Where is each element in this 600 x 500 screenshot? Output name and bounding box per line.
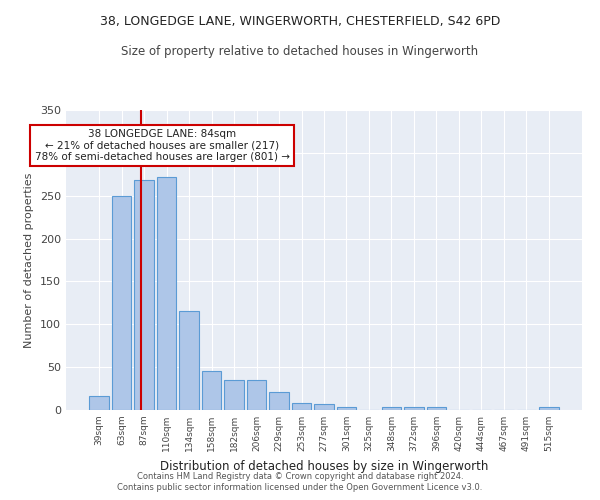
Text: Contains public sector information licensed under the Open Government Licence v3: Contains public sector information licen… xyxy=(118,484,482,492)
Bar xyxy=(247,380,266,410)
Bar xyxy=(269,392,289,410)
Bar xyxy=(112,196,131,410)
Bar xyxy=(314,404,334,410)
Y-axis label: Number of detached properties: Number of detached properties xyxy=(25,172,34,348)
Text: 38, LONGEDGE LANE, WINGERWORTH, CHESTERFIELD, S42 6PD: 38, LONGEDGE LANE, WINGERWORTH, CHESTERF… xyxy=(100,15,500,28)
Bar xyxy=(427,406,446,410)
Bar xyxy=(157,177,176,410)
Bar xyxy=(382,408,401,410)
Bar xyxy=(337,408,356,410)
Bar xyxy=(539,408,559,410)
Bar xyxy=(292,403,311,410)
Bar xyxy=(404,406,424,410)
Text: 38 LONGEDGE LANE: 84sqm
← 21% of detached houses are smaller (217)
78% of semi-d: 38 LONGEDGE LANE: 84sqm ← 21% of detache… xyxy=(35,129,290,162)
Bar xyxy=(89,396,109,410)
Bar xyxy=(202,372,221,410)
Bar xyxy=(224,380,244,410)
Bar xyxy=(179,312,199,410)
Text: Contains HM Land Registry data © Crown copyright and database right 2024.: Contains HM Land Registry data © Crown c… xyxy=(137,472,463,481)
Bar xyxy=(134,180,154,410)
X-axis label: Distribution of detached houses by size in Wingerworth: Distribution of detached houses by size … xyxy=(160,460,488,472)
Text: Size of property relative to detached houses in Wingerworth: Size of property relative to detached ho… xyxy=(121,45,479,58)
